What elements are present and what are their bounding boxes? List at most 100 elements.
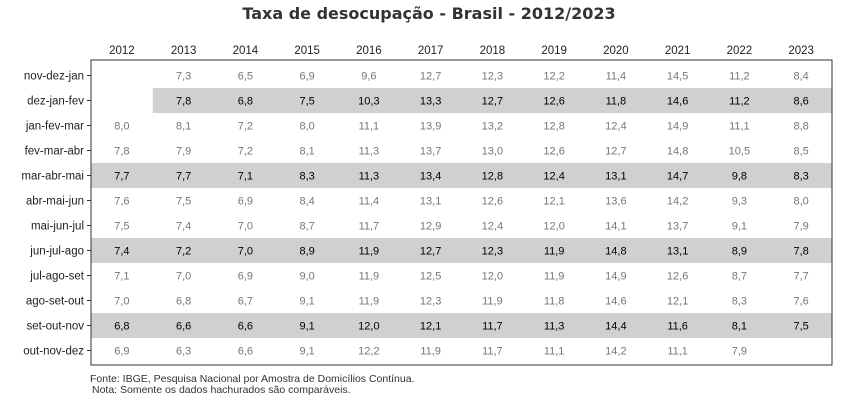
cell-value: 8,6 [793, 96, 808, 108]
cell-value: 7,4 [114, 246, 129, 258]
cell-value: 9,1 [299, 296, 314, 308]
cell-value: 7,7 [114, 171, 129, 183]
cell-value: 6,9 [114, 346, 129, 358]
row-label-ago-set-out: ago-set-out [26, 296, 85, 308]
row-label-dez-jan-fev: dez-jan-fev [27, 96, 84, 108]
cell-value: 11,7 [482, 346, 503, 358]
cell-value: 8,4 [793, 71, 808, 83]
year-label-2016: 2016 [356, 45, 382, 57]
cell-value: 11,9 [359, 296, 380, 308]
cell-value: 7,7 [793, 271, 808, 283]
cell-value: 12,6 [543, 146, 564, 158]
cell-value: 8,3 [299, 171, 314, 183]
cell-value: 7,5 [114, 221, 129, 233]
cell-value: 7,8 [114, 146, 129, 158]
cell-value: 8,1 [299, 146, 314, 158]
year-label-2012: 2012 [109, 45, 135, 57]
cell-value: 8,9 [732, 246, 747, 258]
row-label-out-nov-dez: out-nov-dez [23, 346, 84, 358]
cell-value: 9,3 [732, 196, 747, 208]
highlight-band-jun-jul-ago [91, 238, 832, 263]
cell-value: 13,9 [420, 121, 441, 133]
cell-value: 13,6 [605, 196, 626, 208]
cell-value: 14,2 [605, 346, 626, 358]
chart-notes: Fonte: IBGE, Pesquisa Nacional por Amost… [90, 374, 415, 396]
year-label-2019: 2019 [541, 45, 567, 57]
cell-value: 7,9 [732, 346, 747, 358]
cell-value: 11,1 [359, 121, 380, 133]
cell-value: 7,0 [176, 271, 191, 283]
cell-value: 12,1 [543, 196, 564, 208]
year-label-2018: 2018 [480, 45, 506, 57]
cell-value: 14,7 [667, 171, 688, 183]
cell-value: 6,8 [238, 96, 253, 108]
cell-value: 8,3 [732, 296, 747, 308]
cell-value: 12,7 [482, 96, 503, 108]
cell-value: 11,1 [544, 346, 565, 358]
cell-value: 12,4 [605, 121, 626, 133]
cell-value: 7,8 [793, 246, 808, 258]
cell-value: 7,0 [238, 221, 253, 233]
cell-value: 12,5 [420, 271, 441, 283]
cell-value: 6,3 [176, 346, 191, 358]
cell-value: 12,4 [543, 171, 564, 183]
source-note: Fonte: IBGE, Pesquisa Nacional por Amost… [90, 373, 415, 385]
cell-value: 9,1 [732, 221, 747, 233]
cell-value: 8,0 [114, 121, 129, 133]
cell-value: 11,4 [606, 71, 627, 83]
cell-value: 12,7 [420, 246, 441, 258]
row-label-jun-jul-ago: jun-jul-ago [29, 246, 84, 258]
cell-value: 13,0 [482, 146, 503, 158]
cell-value: 12,2 [543, 71, 564, 83]
cell-value: 13,2 [482, 121, 503, 133]
cell-value: 11,9 [359, 271, 380, 283]
cell-value: 7,5 [176, 196, 191, 208]
row-labels: nov-dez-jan dez-jan-fev jan-fev-mar fev-mar… [21, 71, 91, 358]
year-label-2017: 2017 [418, 45, 444, 57]
cell-value: 8,9 [299, 246, 314, 258]
cell-value: 7,6 [793, 296, 808, 308]
cell-value: 12,3 [420, 296, 441, 308]
table-cells: 7,3 6,5 6,9 9,6 12,7 12,3 12,2 11,4 14,5 11,2 8,4 7… [114, 71, 809, 358]
cell-value: 11,8 [544, 296, 565, 308]
cell-value: 11,1 [667, 346, 688, 358]
comparability-note: Nota: Somente os dados hachurados são co… [92, 384, 351, 396]
row-label-mai-jun-jul: mai-jun-jul [31, 221, 84, 233]
cell-value: 12,6 [667, 271, 688, 283]
cell-value: 11,3 [359, 171, 380, 183]
cell-value: 11,8 [606, 96, 627, 108]
cell-value: 11,6 [667, 321, 688, 333]
cell-value: 12,7 [420, 71, 441, 83]
cell-value: 14,9 [605, 271, 626, 283]
cell-value: 7,3 [176, 71, 191, 83]
cell-value: 13,1 [667, 246, 688, 258]
cell-value: 12,3 [482, 71, 503, 83]
cell-value: 11,3 [359, 146, 380, 158]
cell-value: 7,2 [176, 246, 191, 258]
cell-value: 7,1 [114, 271, 129, 283]
cell-value: 6,6 [238, 346, 253, 358]
cell-value: 9,0 [299, 271, 314, 283]
cell-value: 9,6 [361, 71, 376, 83]
cell-value: 12,8 [543, 121, 564, 133]
year-label-2020: 2020 [603, 45, 629, 57]
cell-value: 14,5 [667, 71, 688, 83]
cell-value: 9,1 [299, 321, 314, 333]
cell-value: 14,6 [667, 96, 688, 108]
cell-value: 8,4 [299, 196, 314, 208]
cell-value: 13,1 [420, 196, 441, 208]
cell-value: 9,8 [732, 171, 747, 183]
chart-title: Taxa de desocupação - Brasil - 2012/2023 [242, 4, 616, 23]
cell-value: 14,8 [605, 246, 626, 258]
cell-value: 7,0 [238, 246, 253, 258]
cell-value: 6,8 [114, 321, 129, 333]
cell-value: 11,9 [544, 271, 565, 283]
cell-value: 13,4 [420, 171, 441, 183]
cell-value: 10,5 [729, 146, 750, 158]
cell-value: 6,5 [238, 71, 253, 83]
row-label-fev-mar-abr: fev-mar-abr [25, 146, 85, 158]
cell-value: 12,6 [543, 96, 564, 108]
cell-value: 6,8 [176, 296, 191, 308]
cell-value: 8,0 [299, 121, 314, 133]
